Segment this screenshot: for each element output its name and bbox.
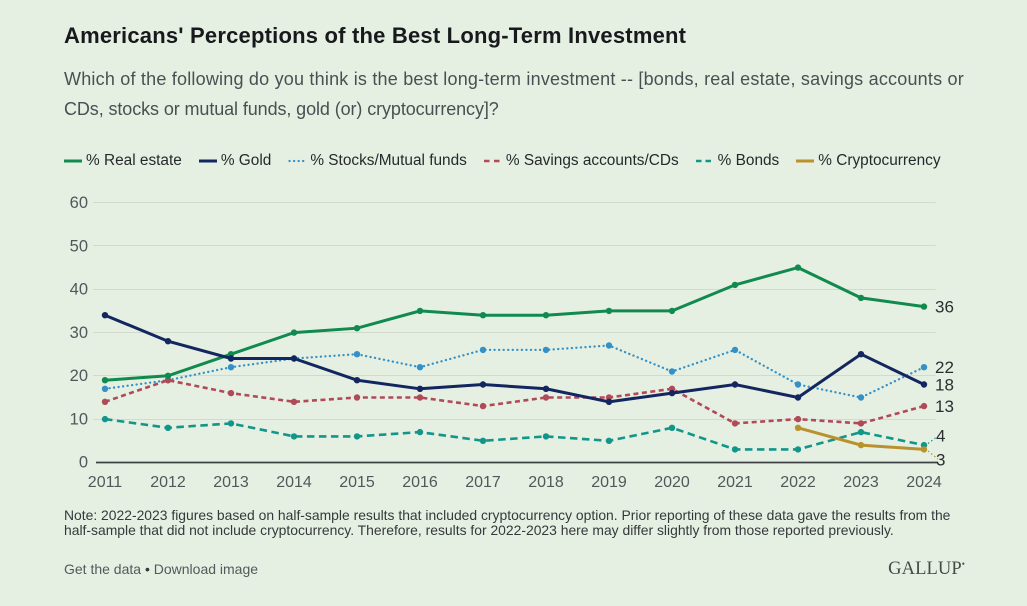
svg-text:2012: 2012 <box>150 474 186 491</box>
svg-text:2020: 2020 <box>654 474 690 491</box>
svg-text:60: 60 <box>70 194 88 212</box>
svg-text:10: 10 <box>70 410 88 428</box>
svg-text:40: 40 <box>70 281 88 299</box>
svg-text:36: 36 <box>935 298 954 317</box>
svg-text:2024: 2024 <box>906 474 942 491</box>
svg-text:2013: 2013 <box>213 474 249 491</box>
svg-text:2019: 2019 <box>591 474 627 491</box>
svg-text:0: 0 <box>79 454 88 472</box>
svg-text:50: 50 <box>70 237 88 255</box>
svg-text:2023: 2023 <box>843 474 879 491</box>
svg-text:22: 22 <box>935 358 954 377</box>
svg-text:2021: 2021 <box>717 474 753 491</box>
svg-text:2017: 2017 <box>465 474 501 491</box>
svg-text:2011: 2011 <box>88 474 123 491</box>
svg-text:4: 4 <box>936 427 945 446</box>
svg-text:13: 13 <box>935 397 954 416</box>
svg-text:2014: 2014 <box>276 474 312 491</box>
svg-text:20: 20 <box>70 367 88 385</box>
svg-text:3: 3 <box>936 451 945 470</box>
svg-text:2022: 2022 <box>780 474 816 491</box>
svg-text:2016: 2016 <box>402 474 438 491</box>
svg-text:2015: 2015 <box>339 474 375 491</box>
svg-text:2018: 2018 <box>528 474 564 491</box>
svg-text:18: 18 <box>935 376 954 395</box>
svg-text:30: 30 <box>70 324 88 342</box>
